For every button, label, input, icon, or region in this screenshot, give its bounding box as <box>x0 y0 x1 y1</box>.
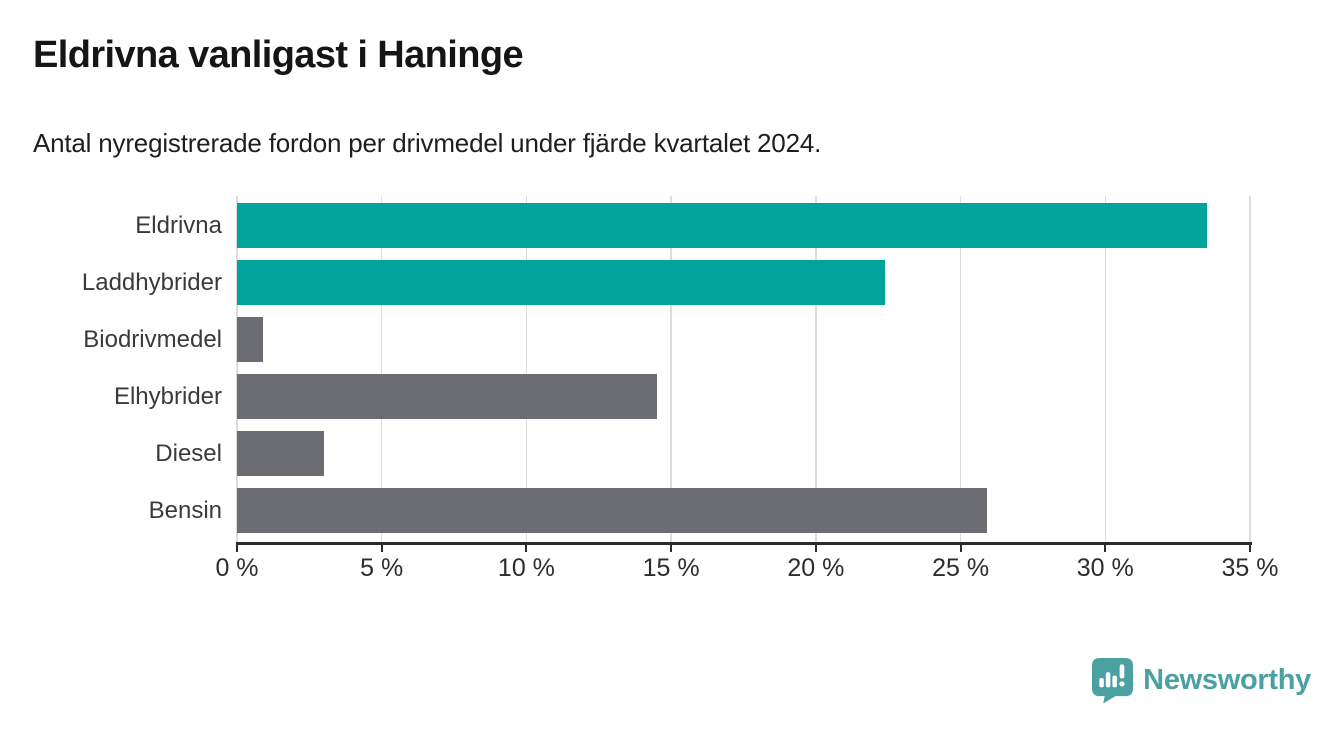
x-axis-tick-label-15: 15 % <box>642 554 700 582</box>
gridline-15 <box>670 196 672 542</box>
gridline-30 <box>1104 196 1107 542</box>
x-axis-tick-5 <box>380 542 383 552</box>
chart-title: Eldrivna vanligast i Haninge <box>33 34 524 76</box>
gridline-25 <box>959 196 962 542</box>
plot-area: 0 % 5 % 10 % 15 % 20 % 25 % 30 % 35 % <box>215 196 1278 616</box>
x-axis-tick-label-10: 10 % <box>497 554 555 582</box>
bar-laddhybrider <box>237 260 886 305</box>
x-axis-tick-label-25: 25 % <box>932 554 990 582</box>
gridline-20 <box>815 196 817 542</box>
x-axis-tick-label-30: 30 % <box>1076 554 1134 582</box>
x-axis-tick-label-20: 20 % <box>787 554 845 582</box>
bar-eldrivna <box>237 203 1207 248</box>
chart-subtitle: Antal nyregistrerade fordon per drivmede… <box>33 128 822 158</box>
x-axis-tick-30 <box>1104 542 1107 552</box>
x-axis-tick-label-35: 35 % <box>1221 554 1279 582</box>
newsworthy-branding: Newsworthy <box>1091 655 1311 705</box>
x-axis-tick-20 <box>814 542 817 552</box>
gridline-35 <box>1249 196 1251 542</box>
x-axis-tick-label-0: 0 % <box>215 554 259 582</box>
gridline-0 <box>236 196 238 542</box>
category-label-diesel: Diesel <box>155 440 222 467</box>
category-label-laddhybrider: Laddhybrider <box>81 269 222 296</box>
category-axis-labels: Eldrivna Laddhybrider Biodrivmedel Elhybrid… <box>0 0 222 733</box>
category-label-elhybrider: Elhybrider <box>113 383 222 410</box>
gridline-10 <box>525 196 528 542</box>
newsworthy-wordmark: Newsworthy <box>1143 663 1311 696</box>
bar-bensin <box>237 488 987 533</box>
category-label-eldrivna: Eldrivna <box>135 212 222 239</box>
x-axis-tick-15 <box>670 542 673 552</box>
gridline-5 <box>380 196 383 542</box>
category-label-bensin: Bensin <box>148 497 222 524</box>
x-axis-tick-label-5: 5 % <box>360 554 404 582</box>
newsworthy-pin-barchart-icon <box>1092 657 1134 703</box>
bar-elhybrider <box>237 374 657 419</box>
bar-biodrivmedel <box>237 317 264 362</box>
category-label-biodrivmedel: Biodrivmedel <box>83 326 222 353</box>
x-axis-tick-0 <box>236 542 238 552</box>
x-axis-line <box>236 542 1252 545</box>
x-axis-tick-25 <box>959 542 962 552</box>
x-axis-tick-35 <box>1249 542 1251 552</box>
x-axis-tick-10 <box>525 542 528 552</box>
bar-diesel <box>237 431 324 476</box>
